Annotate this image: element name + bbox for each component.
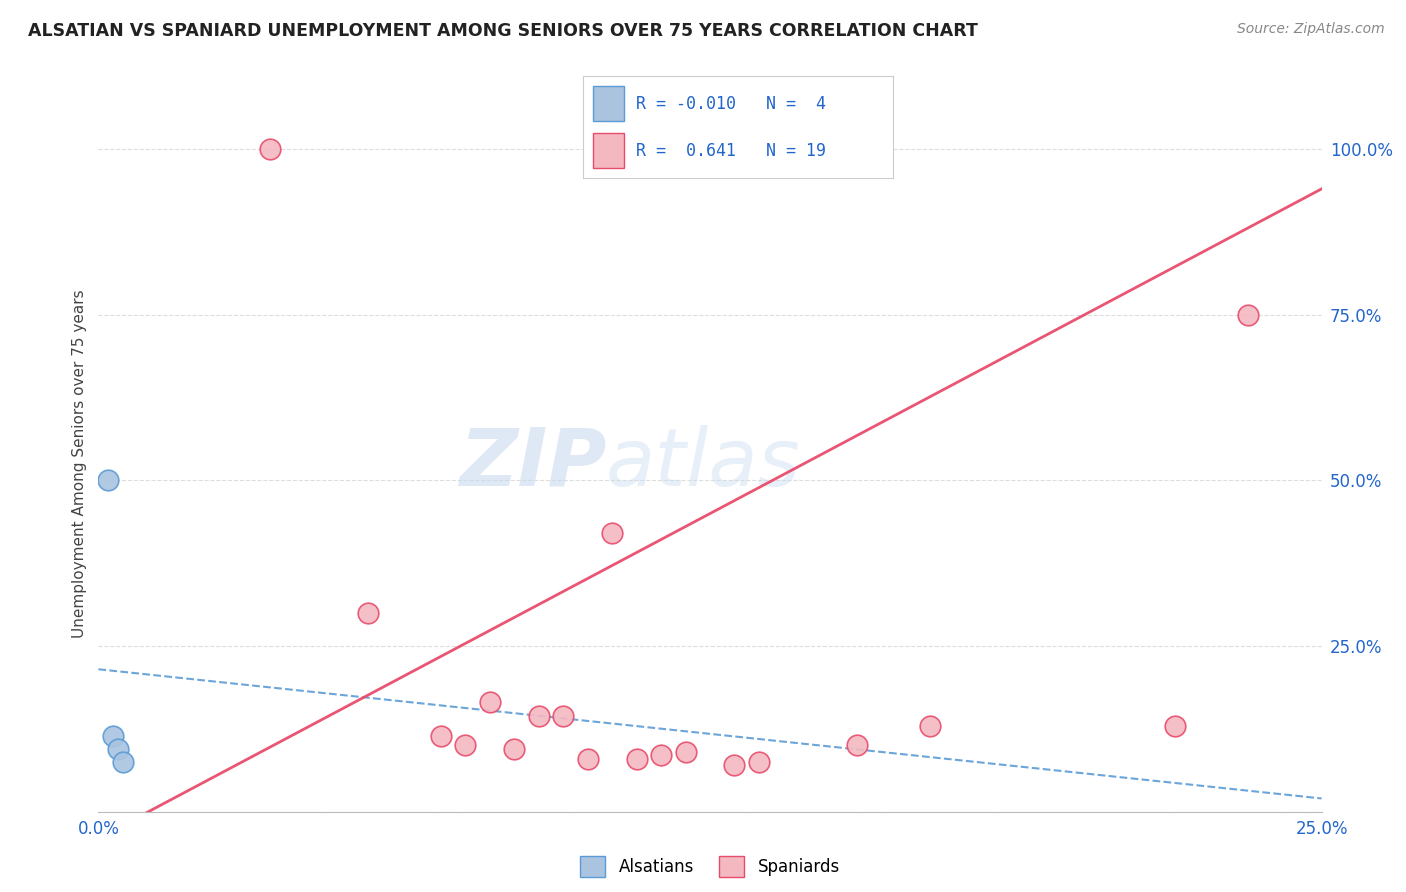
Point xyxy=(454,739,477,753)
Point xyxy=(503,741,526,756)
Point xyxy=(259,142,281,156)
Point xyxy=(107,741,129,756)
Point xyxy=(101,729,124,743)
Point xyxy=(748,755,770,769)
Point xyxy=(626,752,648,766)
Text: ZIP: ZIP xyxy=(458,425,606,503)
Point xyxy=(600,526,623,541)
Point xyxy=(478,695,501,709)
Point xyxy=(650,748,672,763)
Text: R = -0.010   N =  4: R = -0.010 N = 4 xyxy=(636,95,827,112)
Point xyxy=(1164,718,1187,732)
Point xyxy=(576,752,599,766)
Point xyxy=(723,758,745,772)
Bar xyxy=(593,133,624,168)
Point xyxy=(527,708,550,723)
Text: ALSATIAN VS SPANIARD UNEMPLOYMENT AMONG SENIORS OVER 75 YEARS CORRELATION CHART: ALSATIAN VS SPANIARD UNEMPLOYMENT AMONG … xyxy=(28,22,979,40)
Text: Source: ZipAtlas.com: Source: ZipAtlas.com xyxy=(1237,22,1385,37)
Point xyxy=(553,708,575,723)
Point xyxy=(920,718,942,732)
Point xyxy=(356,606,378,620)
Point xyxy=(845,739,868,753)
Bar xyxy=(593,87,624,121)
Point xyxy=(430,729,453,743)
Point xyxy=(111,755,134,769)
Point xyxy=(1237,308,1260,322)
Y-axis label: Unemployment Among Seniors over 75 years: Unemployment Among Seniors over 75 years xyxy=(72,290,87,638)
Point xyxy=(675,745,697,759)
Point xyxy=(97,474,120,488)
Text: atlas: atlas xyxy=(606,425,801,503)
Text: R =  0.641   N = 19: R = 0.641 N = 19 xyxy=(636,142,827,160)
Legend: Alsatians, Spaniards: Alsatians, Spaniards xyxy=(574,850,846,883)
